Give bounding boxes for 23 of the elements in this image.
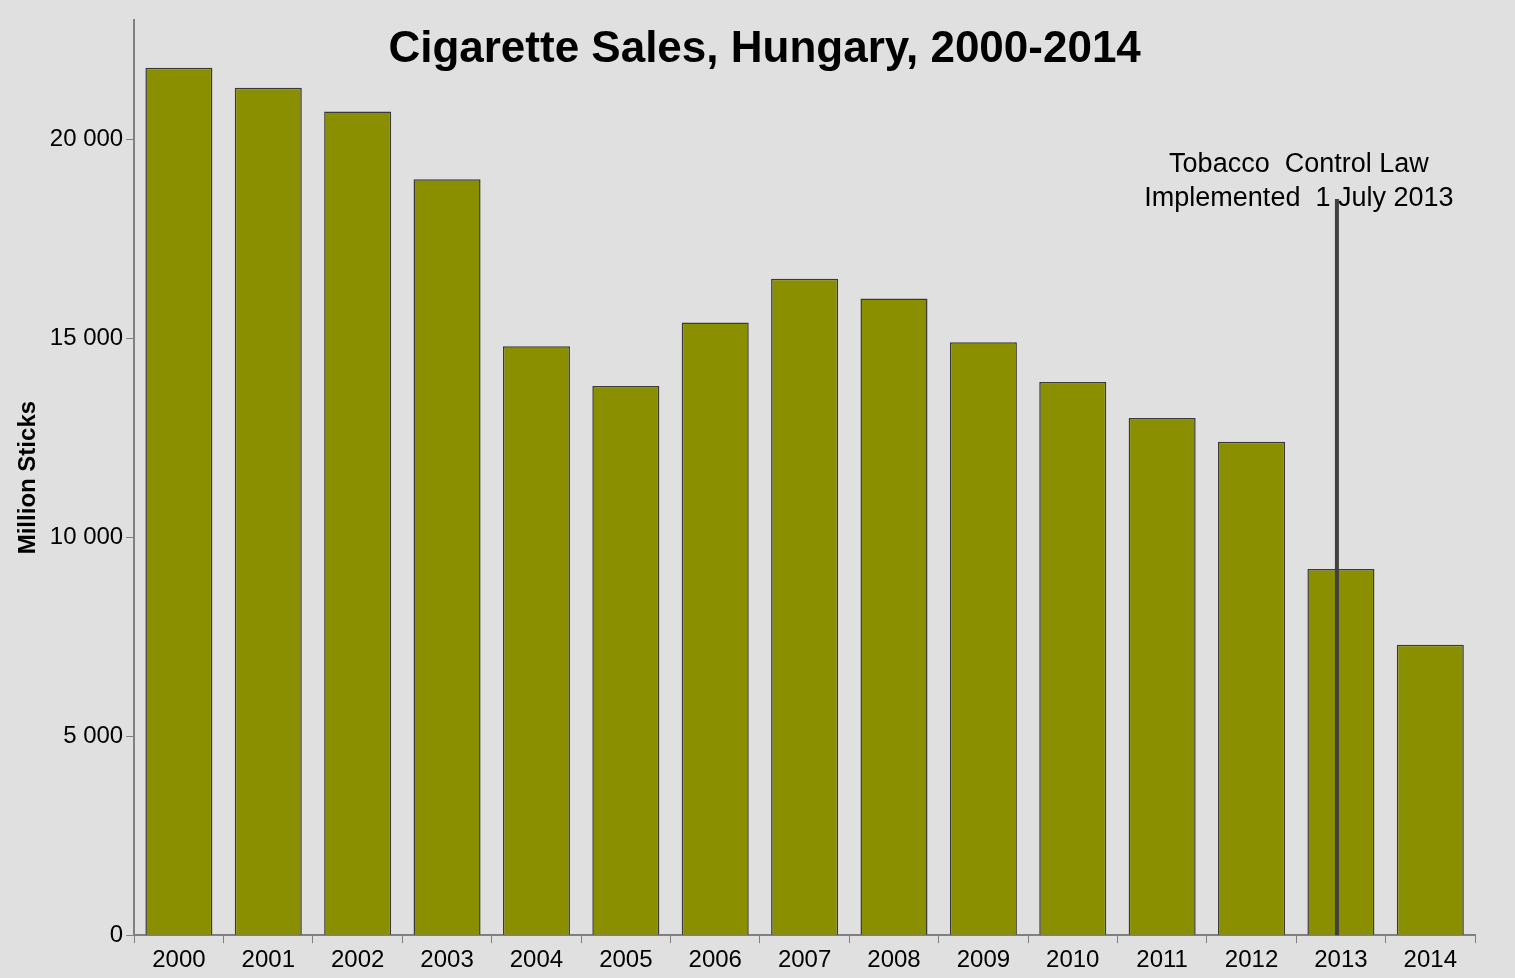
x-tick-label: 2004 <box>509 945 564 973</box>
x-tick-label: 2005 <box>599 945 653 973</box>
x-tick-label: 2000 <box>152 945 206 973</box>
x-tick-label: 2001 <box>241 945 295 973</box>
x-tick-label: 2007 <box>777 945 832 973</box>
chart-title: Cigarette Sales, Hungary, 2000-2014 <box>388 22 1142 72</box>
x-tick-label: 2008 <box>867 945 921 973</box>
x-tick-label: 2014 <box>1403 945 1457 973</box>
x-tick-label: 2006 <box>688 945 742 973</box>
x-tick-label: 2013 <box>1314 945 1368 973</box>
ref-line-label: Tobacco Control Law Implemented 1 July 2013 <box>1144 148 1454 213</box>
x-tick-label: 2011 <box>1136 945 1188 973</box>
y-tick-label: 20 000 <box>49 124 124 151</box>
x-tick-label: 2002 <box>330 945 385 973</box>
y-tick-label: 15 000 <box>49 322 124 350</box>
x-tick-label: 2010 <box>1046 945 1100 973</box>
y-axis-title: Million Sticks <box>13 400 41 555</box>
x-tick-label: 2009 <box>956 945 1011 973</box>
x-tick-label: 2012 <box>1224 945 1279 973</box>
y-tick-label: 5 000 <box>63 720 124 748</box>
x-tick-label: 2003 <box>420 945 474 973</box>
y-tick-label: 10 000 <box>49 521 124 549</box>
y-tick-label: 0 <box>109 919 124 947</box>
